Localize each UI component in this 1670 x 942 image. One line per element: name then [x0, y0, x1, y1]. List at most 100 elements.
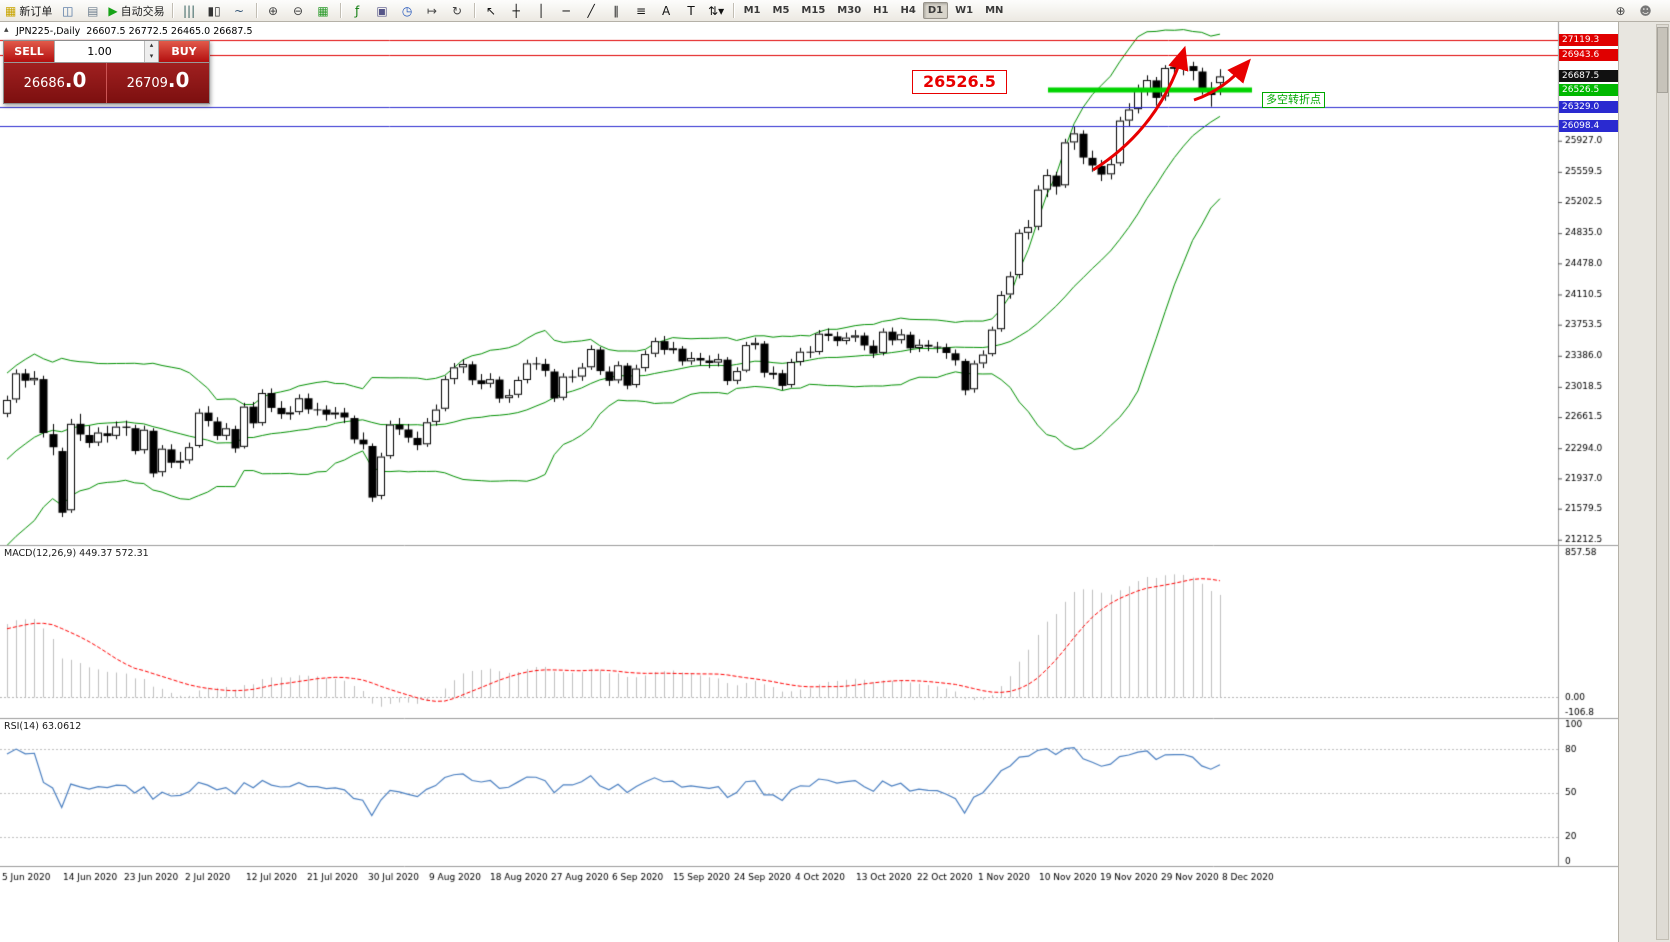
period-clock-icon-glyph: ◷ — [401, 3, 413, 18]
line-chart-icon[interactable]: ~ — [227, 1, 252, 21]
community-icon[interactable]: ☻ — [1633, 1, 1658, 21]
right-gutter — [1618, 22, 1670, 942]
tile-windows-icon-glyph: ▦ — [317, 3, 329, 18]
timeframe-mn[interactable]: MN — [985, 5, 1004, 16]
arrows-tool-icon[interactable]: ⇅▾ — [704, 1, 729, 21]
annotation-note-label[interactable]: 多空转折点 — [1262, 92, 1325, 108]
objects-list-icon[interactable]: ▣ — [370, 1, 395, 21]
search-plus-icon[interactable]: ⊕ — [1608, 1, 1633, 21]
zoom-out-icon-glyph: ⊖ — [293, 3, 304, 18]
timeframe-m5[interactable]: M5 — [772, 5, 790, 16]
period-clock-icon[interactable]: ◷ — [395, 1, 420, 21]
toolbar-left-group: ▦ 新订单 ◫ ▤ ▶ 自动交易 ||| ▮▯ ~ ⊕ ⊖ ▦ ƒ ▣ ◷ ↦ ↻ ↖ ┼ │ ─ ╱ ∥ ≡ A T ⇅▾ M1 M5… — [2, 0, 1009, 21]
buy-price-frac: .0 — [167, 68, 190, 92]
cursor-icon[interactable]: ↖ — [479, 1, 504, 21]
community-icon-glyph: ☻ — [1639, 3, 1652, 18]
channel-icon-glyph: ∥ — [613, 3, 620, 18]
price-tag: 27119.3 — [1559, 33, 1618, 46]
timeframe-h1[interactable]: H1 — [873, 5, 889, 16]
fibonacci-icon[interactable]: ≡ — [629, 1, 654, 21]
macd-indicator-label: MACD(12,26,9) 449.37 572.31 — [4, 548, 149, 559]
vertical-scrollbar[interactable] — [1656, 24, 1669, 940]
buy-button[interactable]: BUY — [159, 41, 209, 62]
timeframe-m15[interactable]: M15 — [801, 5, 826, 16]
new-order-button[interactable]: ▦ 新订单 — [2, 1, 55, 21]
objects-list-icon-glyph: ▣ — [376, 3, 388, 18]
label-icon-glyph: T — [687, 3, 695, 18]
autotrading-button-label: 自动交易 — [120, 4, 165, 18]
sell-button[interactable]: SELL — [4, 41, 54, 62]
volume-box: ▴ ▾ — [54, 41, 159, 62]
panel-divider-macd[interactable] — [0, 565, 1618, 569]
trendline-icon[interactable]: ╱ — [579, 1, 604, 21]
new-chart-icon[interactable]: ◫ — [55, 1, 80, 21]
zoom-out-icon[interactable]: ⊖ — [286, 1, 311, 21]
text-icon[interactable]: A — [654, 1, 679, 21]
scrollbar-thumb[interactable] — [1657, 27, 1668, 93]
channel-icon[interactable]: ∥ — [604, 1, 629, 21]
tile-windows-icon[interactable]: ▦ — [311, 1, 336, 21]
price-axis[interactable] — [1558, 22, 1618, 866]
price-tag: 26526.5 — [1559, 83, 1618, 96]
candlestick-icon-glyph: ▮▯ — [207, 3, 221, 18]
sell-price-frac: .0 — [64, 68, 87, 92]
text-icon-glyph: A — [661, 3, 671, 18]
bar-chart-icon-glyph: ||| — [183, 3, 196, 18]
one-click-collapse-toggle[interactable]: ▴ — [4, 25, 9, 35]
toolbar-separator — [339, 3, 341, 18]
autotrading-button[interactable]: ▶ 自动交易 — [105, 1, 167, 21]
buy-price[interactable]: 26709.0 — [107, 63, 209, 103]
indicators-icon-glyph: ƒ — [354, 3, 360, 18]
new-chart-icon-glyph: ◫ — [62, 3, 74, 18]
sell-price[interactable]: 26686.0 — [4, 63, 106, 103]
toolbar: ▦ 新订单 ◫ ▤ ▶ 自动交易 ||| ▮▯ ~ ⊕ ⊖ ▦ ƒ ▣ ◷ ↦ ↻ ↖ ┼ │ ─ ╱ ∥ ≡ A T ⇅▾ M1 M5… — [0, 0, 1670, 22]
timeframe-d1[interactable]: D1 — [922, 2, 949, 19]
support-level-label[interactable]: 26526.5 — [912, 70, 1007, 94]
timeframe-w1[interactable]: W1 — [955, 5, 974, 16]
auto-scroll-icon[interactable]: ↻ — [445, 1, 470, 21]
time-axis[interactable] — [0, 866, 1558, 942]
bar-chart-icon[interactable]: ||| — [177, 1, 202, 21]
profiles-icon[interactable]: ▤ — [80, 1, 105, 21]
new-order-button-label: 新订单 — [19, 4, 53, 18]
search-plus-icon-glyph: ⊕ — [1615, 3, 1626, 18]
chart-header: JPN225-,Daily 26607.5 26772.5 26465.0 26… — [16, 26, 253, 37]
cursor-icon-glyph: ↖ — [486, 3, 497, 18]
one-click-trading-panel: SELL ▴ ▾ BUY 26686.0 26709.0 — [3, 40, 210, 104]
fibonacci-icon-glyph: ≡ — [636, 3, 647, 18]
volume-increase-button[interactable]: ▴ — [145, 41, 158, 52]
price-tag: 26943.6 — [1559, 48, 1618, 61]
timeframe-m1[interactable]: M1 — [743, 5, 761, 16]
chart-shift-icon[interactable]: ↦ — [420, 1, 445, 21]
candlestick-icon[interactable]: ▮▯ — [202, 1, 227, 21]
vertical-line-icon[interactable]: │ — [529, 1, 554, 21]
horizontal-line-icon-glyph: ─ — [562, 3, 570, 18]
horizontal-line-icon[interactable]: ─ — [554, 1, 579, 21]
price-tag: 26329.0 — [1559, 100, 1618, 113]
chart-shift-icon-glyph: ↦ — [427, 3, 438, 18]
toolbar-separator — [473, 3, 475, 18]
label-icon[interactable]: T — [679, 1, 704, 21]
trendline-icon-glyph: ╱ — [587, 3, 595, 18]
line-chart-icon-glyph: ~ — [234, 3, 245, 18]
one-click-divider — [106, 63, 107, 103]
timeframe-m30[interactable]: M30 — [837, 5, 862, 16]
panel-divider-rsi[interactable] — [0, 716, 1618, 720]
profiles-icon-glyph: ▤ — [87, 3, 99, 18]
indicators-icon[interactable]: ƒ — [345, 1, 370, 21]
toolbar-right-group: ⊕ ☻ — [1608, 1, 1668, 21]
new-order-button-glyph: ▦ — [5, 3, 17, 18]
auto-scroll-icon-glyph: ↻ — [452, 3, 463, 18]
toolbar-separator — [171, 3, 173, 18]
autotrading-button-glyph: ▶ — [108, 3, 118, 18]
zoom-in-icon[interactable]: ⊕ — [261, 1, 286, 21]
volume-spinner: ▴ ▾ — [144, 41, 158, 62]
zoom-in-icon-glyph: ⊕ — [268, 3, 279, 18]
volume-decrease-button[interactable]: ▾ — [145, 51, 158, 62]
sell-price-main: 26686 — [23, 76, 65, 91]
timeframe-h4[interactable]: H4 — [900, 5, 916, 16]
volume-input[interactable] — [55, 41, 144, 62]
buy-price-main: 26709 — [126, 76, 168, 91]
crosshair-icon[interactable]: ┼ — [504, 1, 529, 21]
chart-canvas[interactable] — [0, 22, 1618, 942]
